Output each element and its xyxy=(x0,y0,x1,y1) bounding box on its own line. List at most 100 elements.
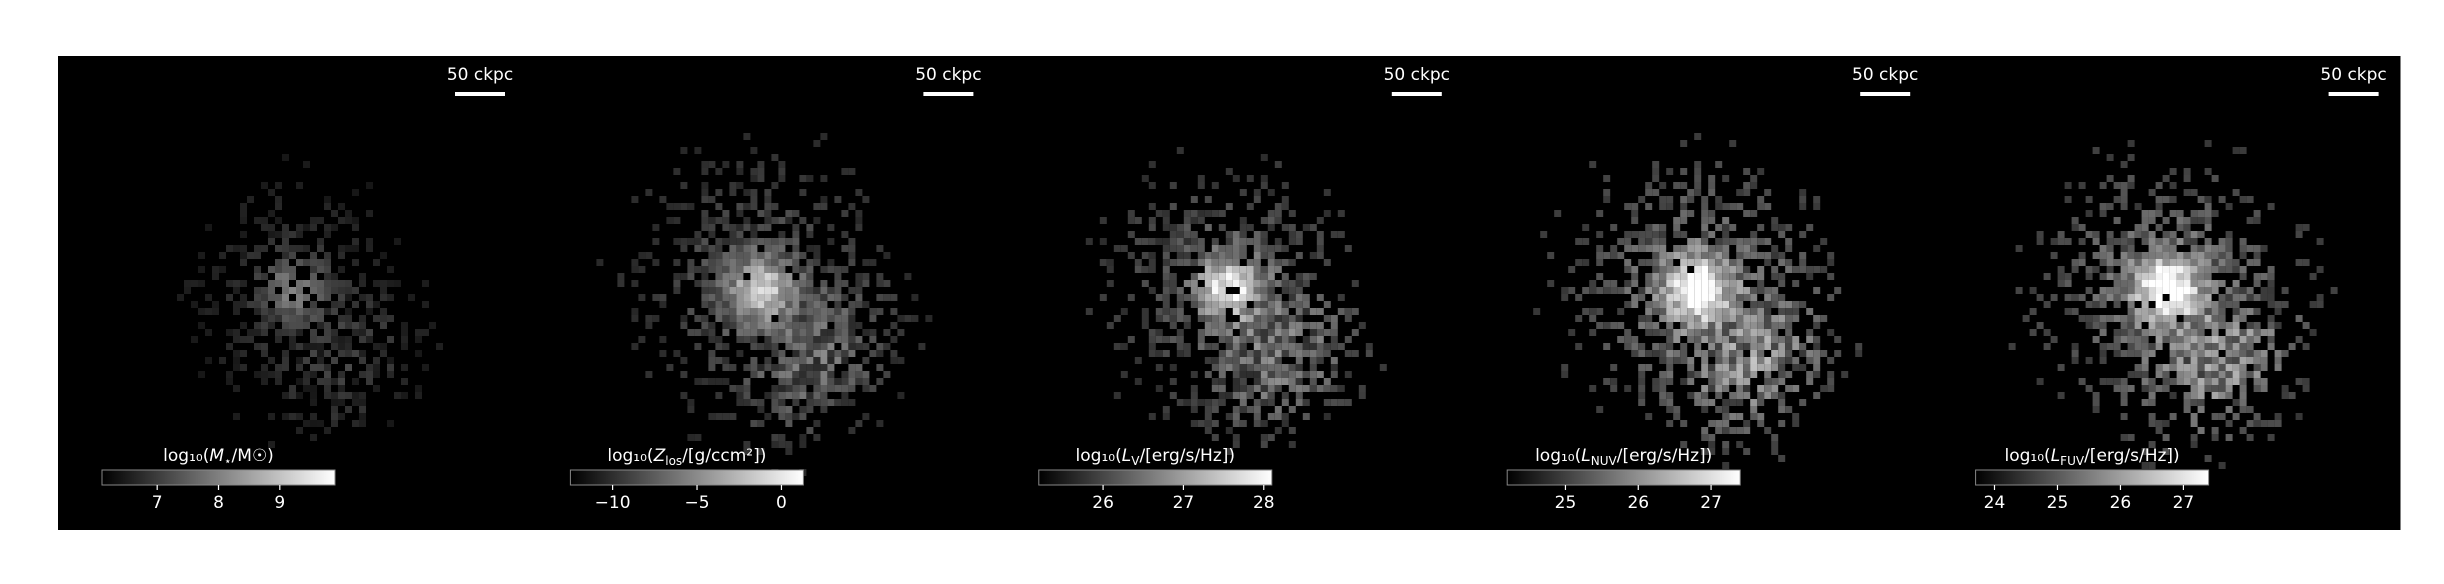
map-pixel xyxy=(2218,364,2226,371)
map-pixel xyxy=(1246,329,1254,336)
map-pixel xyxy=(1743,322,1751,329)
map-pixel xyxy=(1253,350,1261,357)
map-pixel xyxy=(198,280,205,287)
map-pixel xyxy=(282,238,289,245)
map-pixel xyxy=(331,406,338,413)
map-pixel xyxy=(694,434,702,441)
map-pixel xyxy=(806,175,814,182)
map-pixel xyxy=(254,245,261,252)
map-pixel xyxy=(1589,329,1597,336)
map-pixel xyxy=(1589,280,1597,287)
map-pixel xyxy=(1673,336,1681,343)
map-pixel xyxy=(1813,336,1821,343)
map-pixel xyxy=(1722,280,1730,287)
map-pixel xyxy=(778,273,786,280)
map-pixel xyxy=(827,294,835,301)
map-pixel xyxy=(352,287,359,294)
map-pixel xyxy=(750,315,758,322)
map-pixel xyxy=(1771,315,1779,322)
map-pixel xyxy=(2190,322,2198,329)
map-pixel xyxy=(1715,224,1723,231)
map-pixel xyxy=(750,259,758,266)
map-pixel xyxy=(338,217,345,224)
map-pixel xyxy=(345,336,352,343)
map-pixel xyxy=(799,378,807,385)
map-pixel xyxy=(2092,399,2100,406)
map-pixel xyxy=(820,294,828,301)
map-pixel xyxy=(2106,315,2114,322)
map-pixel xyxy=(2190,378,2198,385)
map-pixel xyxy=(1204,420,1212,427)
map-pixel xyxy=(764,210,772,217)
map-pixel xyxy=(1736,259,1744,266)
map-pixel xyxy=(736,161,744,168)
map-pixel xyxy=(2127,371,2135,378)
map-pixel xyxy=(338,350,345,357)
map-pixel xyxy=(1106,266,1114,273)
map-pixel xyxy=(1694,133,1702,140)
map-pixel xyxy=(806,329,814,336)
map-pixel xyxy=(806,378,814,385)
map-pixel xyxy=(352,329,359,336)
map-pixel xyxy=(2274,322,2282,329)
map-pixel xyxy=(1764,259,1772,266)
map-pixel xyxy=(2106,259,2114,266)
map-pixel xyxy=(2267,336,2275,343)
map-pixel xyxy=(2141,364,2149,371)
map-pixel xyxy=(750,238,758,245)
map-pixel xyxy=(799,392,807,399)
map-pixel xyxy=(1225,280,1233,287)
map-pixel xyxy=(1218,322,1226,329)
map-pixel xyxy=(1211,434,1219,441)
map-pixel xyxy=(275,266,282,273)
map-pixel xyxy=(2155,329,2163,336)
map-pixel xyxy=(261,217,268,224)
map-pixel xyxy=(1694,175,1702,182)
map-pixel xyxy=(1582,287,1590,294)
map-pixel xyxy=(729,364,737,371)
map-pixel xyxy=(876,364,884,371)
map-pixel xyxy=(1596,252,1604,259)
map-pixel xyxy=(2197,196,2205,203)
map-pixel xyxy=(813,252,821,259)
map-pixel xyxy=(2239,287,2247,294)
map-pixel xyxy=(2071,259,2079,266)
map-pixel xyxy=(1281,224,1289,231)
map-pixel xyxy=(2092,406,2100,413)
map-pixel xyxy=(1323,350,1331,357)
map-pixel xyxy=(212,266,219,273)
map-pixel xyxy=(1176,294,1184,301)
map-pixel xyxy=(2204,252,2212,259)
map-pixel xyxy=(387,266,394,273)
map-pixel xyxy=(2141,308,2149,315)
map-pixel xyxy=(1771,434,1779,441)
map-pixel xyxy=(2120,399,2128,406)
map-pixel xyxy=(2225,301,2233,308)
map-pixel xyxy=(1344,308,1352,315)
map-pixel xyxy=(715,203,723,210)
map-pixel xyxy=(331,392,338,399)
map-pixel xyxy=(261,224,268,231)
map-pixel xyxy=(310,413,317,420)
map-pixel xyxy=(2197,329,2205,336)
map-pixel xyxy=(2176,336,2184,343)
map-pixel xyxy=(1701,294,1709,301)
map-pixel xyxy=(2260,294,2268,301)
map-pixel xyxy=(1701,371,1709,378)
map-pixel xyxy=(848,336,856,343)
map-pixel xyxy=(2155,364,2163,371)
map-pixel xyxy=(1743,378,1751,385)
map-pixel xyxy=(310,329,317,336)
map-pixel xyxy=(2204,217,2212,224)
map-pixel xyxy=(2225,322,2233,329)
map-pixel xyxy=(1680,182,1688,189)
map-pixel xyxy=(701,280,709,287)
map-pixel xyxy=(1659,273,1667,280)
map-pixel xyxy=(806,322,814,329)
map-pixel xyxy=(268,371,275,378)
map-pixel xyxy=(1680,203,1688,210)
map-pixel xyxy=(841,392,849,399)
map-pixel xyxy=(2169,301,2177,308)
map-pixel xyxy=(1603,175,1611,182)
